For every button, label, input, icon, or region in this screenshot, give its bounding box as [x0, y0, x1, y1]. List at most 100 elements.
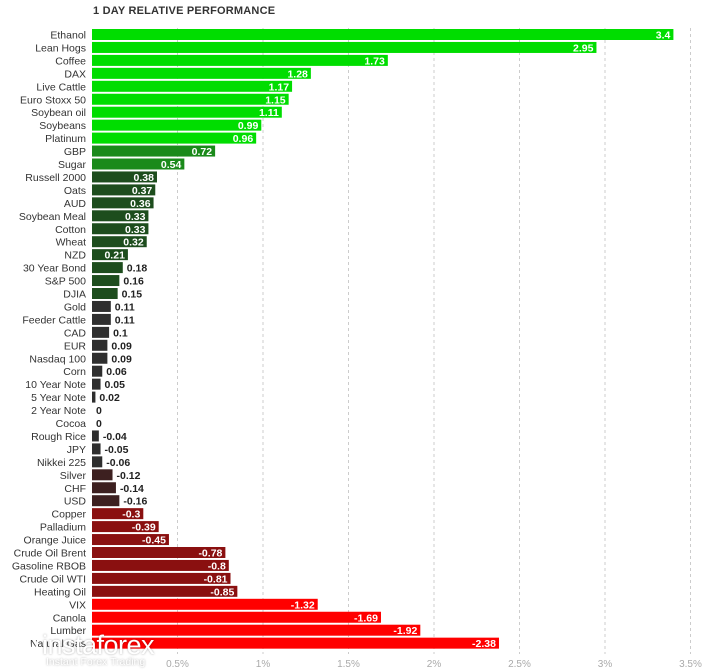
value-label: -1.92	[393, 625, 417, 637]
category-label: Soybeans	[39, 120, 86, 132]
value-label: -0.06	[106, 457, 130, 469]
x-tick-label: 2.5%	[508, 659, 531, 670]
value-label: 1.73	[364, 55, 385, 67]
value-label: 0.32	[123, 237, 144, 249]
category-label: VIX	[69, 599, 86, 611]
instaforex-logo-icon	[8, 630, 40, 671]
value-label: -0.04	[103, 431, 127, 443]
bar	[92, 300, 111, 312]
category-label: Nikkei 225	[37, 457, 86, 469]
bar	[92, 158, 185, 170]
bar	[92, 119, 262, 131]
category-label: CHF	[64, 483, 86, 495]
bar	[92, 29, 674, 40]
value-label: -0.16	[123, 496, 147, 508]
category-label: Sugar	[58, 159, 87, 171]
x-tick-label: 0.5%	[166, 659, 189, 670]
value-label: 1.15	[265, 94, 286, 106]
logo-text: instaforex	[42, 630, 155, 660]
bar	[92, 249, 128, 261]
bar	[92, 145, 216, 157]
category-label: 5 Year Note	[31, 392, 86, 404]
bar	[92, 67, 311, 79]
value-label: 0.11	[115, 314, 135, 326]
bar	[92, 547, 226, 558]
value-label: 0.21	[104, 250, 125, 262]
bar	[92, 326, 110, 338]
category-label: Ethanol	[50, 30, 86, 42]
category-label: Corn	[63, 366, 86, 378]
category-label: Gold	[64, 301, 86, 313]
value-label: 0.09	[111, 340, 132, 352]
value-label: 0.96	[233, 133, 254, 145]
category-label: Soybean oil	[31, 107, 86, 119]
bar	[92, 184, 156, 196]
value-label: -2.38	[472, 638, 496, 650]
category-label: Euro Stoxx 50	[20, 94, 86, 106]
bar	[92, 391, 96, 403]
category-label: Cocoa	[56, 418, 87, 430]
bar	[92, 197, 154, 209]
value-label: 0.06	[106, 366, 127, 378]
bar	[92, 598, 318, 610]
bar	[92, 132, 257, 144]
bar	[92, 430, 99, 442]
bar	[92, 482, 116, 494]
category-label: Lean Hogs	[35, 42, 86, 54]
x-tick-label: 3%	[598, 659, 613, 670]
bar	[92, 637, 499, 649]
category-label: Palladium	[40, 522, 86, 534]
bar	[92, 288, 118, 299]
bars	[92, 29, 674, 649]
category-label: 10 Year Note	[25, 379, 86, 391]
category-label: Crude Oil WTI	[19, 573, 86, 585]
bar	[92, 223, 149, 235]
value-label: -0.85	[210, 586, 234, 598]
x-tick-label: 3.5%	[679, 659, 702, 670]
category-label: 2 Year Note	[31, 405, 86, 417]
bar	[92, 585, 238, 597]
category-label: Canola	[53, 612, 86, 624]
category-label: NZD	[64, 250, 86, 262]
category-label: Silver	[60, 470, 87, 482]
value-label: 0.1	[113, 327, 128, 339]
value-label: -1.69	[354, 612, 378, 624]
bar	[92, 365, 103, 377]
labels: 0.5% 1% 1.5% 2% 2.5% 3% 3.5% Ethanol 3.4 Lean Hog…	[12, 30, 702, 671]
value-label: 3.4	[656, 30, 671, 42]
category-label: S&P 500	[45, 276, 86, 288]
bar	[92, 171, 157, 183]
category-label: Gasoline RBOB	[12, 560, 86, 572]
value-label: 0.16	[123, 276, 144, 288]
category-label: Copper	[52, 509, 87, 521]
category-label: Cotton	[55, 224, 86, 236]
value-label: -0.3	[122, 509, 140, 521]
category-label: AUD	[64, 198, 87, 210]
category-label: DJIA	[63, 289, 86, 301]
category-label: Oats	[64, 185, 86, 197]
category-label: EUR	[64, 340, 87, 352]
category-label: Platinum	[45, 133, 86, 145]
category-label: Nasdaq 100	[29, 353, 86, 365]
category-label: Russell 2000	[25, 172, 86, 184]
value-label: 0.99	[238, 120, 259, 132]
bar	[92, 611, 381, 623]
bar	[92, 534, 169, 546]
value-label: 0	[96, 405, 102, 417]
value-label: 0.33	[125, 224, 146, 236]
value-label: -0.14	[120, 483, 144, 495]
value-label: -0.39	[132, 522, 156, 534]
value-label: 0.02	[99, 392, 120, 404]
x-tick-label: 2%	[427, 659, 442, 670]
bar	[92, 313, 111, 325]
value-label: 0	[96, 418, 102, 430]
bar	[92, 443, 101, 455]
category-label: USD	[64, 496, 87, 508]
value-label: 0.36	[130, 198, 151, 210]
x-tick-label: 1%	[256, 659, 271, 670]
bar	[92, 80, 293, 92]
value-label: -0.81	[204, 573, 228, 585]
category-label: GBP	[64, 146, 86, 158]
value-label: 1.11	[259, 107, 279, 119]
